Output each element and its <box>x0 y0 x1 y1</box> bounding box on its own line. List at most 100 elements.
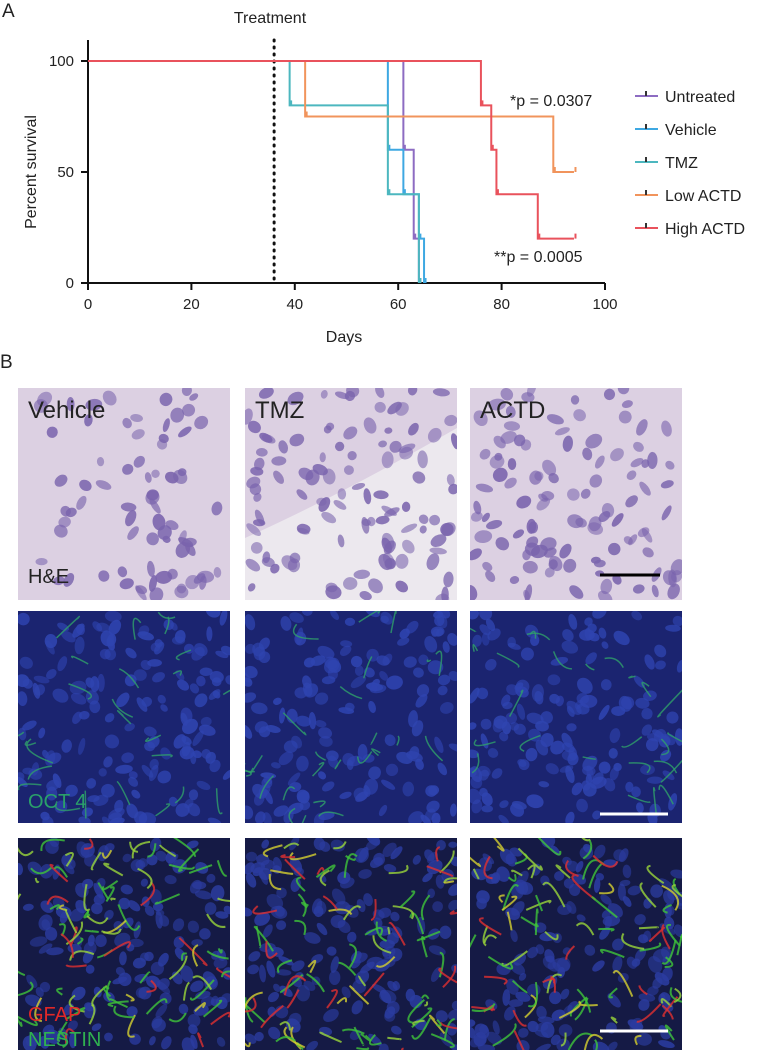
fiber <box>421 935 428 958</box>
nucleus <box>104 713 115 723</box>
fiber <box>525 899 552 911</box>
fiber <box>411 1007 433 1029</box>
nucleus <box>470 722 477 730</box>
nucleus <box>502 701 513 710</box>
fiber <box>435 846 441 862</box>
nucleus <box>526 388 537 397</box>
nucleus <box>189 683 200 694</box>
nucleus <box>392 981 401 991</box>
stain-label: NESTIN <box>28 1029 101 1051</box>
nucleus <box>305 469 320 486</box>
nucleus <box>187 920 200 933</box>
nucleus <box>381 779 396 790</box>
nucleus <box>148 575 158 592</box>
fiber <box>507 873 517 882</box>
nucleus <box>119 951 127 966</box>
nucleus <box>127 900 141 912</box>
nucleus <box>351 482 366 490</box>
nucleus <box>344 702 355 712</box>
nucleus <box>509 576 520 584</box>
nucleus <box>579 629 595 641</box>
nucleus <box>330 956 340 973</box>
nucleus <box>42 816 54 823</box>
nucleus <box>194 693 208 708</box>
nucleus <box>571 782 583 796</box>
nucleus <box>137 631 155 641</box>
nucleus <box>609 767 619 781</box>
nucleus <box>486 519 503 530</box>
nucleus <box>170 407 185 423</box>
nucleus <box>546 414 564 425</box>
nucleus <box>575 861 584 873</box>
nucleus <box>22 903 34 911</box>
fiber <box>416 930 441 942</box>
fiber <box>392 905 415 920</box>
nucleus <box>579 694 598 708</box>
fiber <box>664 1024 675 1041</box>
fiber <box>567 1032 594 1050</box>
nucleus <box>563 878 574 889</box>
nucleus <box>99 649 111 660</box>
fiber <box>492 1023 517 1047</box>
nucleus <box>386 675 403 690</box>
nucleus <box>665 460 675 470</box>
nucleus <box>538 781 550 788</box>
nucleus <box>487 628 501 641</box>
nucleus <box>470 687 480 704</box>
fiber <box>341 1028 365 1035</box>
fiber <box>511 979 528 994</box>
nucleus <box>46 669 57 680</box>
fiber <box>628 675 636 679</box>
fiber <box>506 911 513 931</box>
nucleus <box>658 1040 675 1049</box>
nucleus <box>149 758 159 770</box>
fiber <box>65 1007 86 1020</box>
nucleus <box>296 755 309 772</box>
nucleus <box>155 1004 168 1018</box>
nucleus <box>387 401 402 415</box>
fiber <box>560 1032 567 1047</box>
fiber <box>349 985 370 1005</box>
micrograph <box>18 611 230 823</box>
nucleus <box>612 956 623 973</box>
nucleus <box>405 988 416 1002</box>
fiber <box>634 1034 642 1046</box>
nucleus <box>54 474 68 487</box>
nucleus <box>168 796 178 807</box>
fiber <box>594 1039 598 1050</box>
fiber <box>508 689 524 717</box>
nucleus <box>174 585 189 599</box>
nucleus <box>510 962 526 975</box>
legend-label: High ACTD <box>665 221 745 238</box>
nucleus <box>662 966 673 982</box>
nucleus <box>98 768 107 777</box>
nucleus <box>426 800 440 813</box>
fiber <box>438 967 457 984</box>
column-label: Vehicle <box>28 397 105 424</box>
nucleus <box>436 611 451 619</box>
fiber <box>436 1019 442 1027</box>
nucleus <box>157 694 166 704</box>
micrograph <box>470 838 682 1050</box>
nucleus <box>640 764 655 775</box>
fiber <box>555 864 571 879</box>
nucleus <box>627 885 642 896</box>
nucleus <box>375 515 390 525</box>
nucleus <box>173 734 187 749</box>
fiber <box>181 952 188 962</box>
nucleus <box>341 986 351 999</box>
nucleus <box>144 905 155 916</box>
nucleus <box>437 685 448 696</box>
nucleus <box>165 471 179 484</box>
nucleus <box>371 684 378 692</box>
fiber <box>348 943 358 969</box>
nucleus <box>608 748 618 759</box>
nucleus <box>550 740 565 755</box>
nucleus <box>481 792 493 806</box>
x-tick-label: 20 <box>183 296 200 313</box>
nucleus <box>522 560 538 574</box>
nucleus <box>622 896 632 907</box>
nucleus <box>552 958 571 973</box>
fiber <box>268 873 282 891</box>
nucleus <box>666 905 675 916</box>
